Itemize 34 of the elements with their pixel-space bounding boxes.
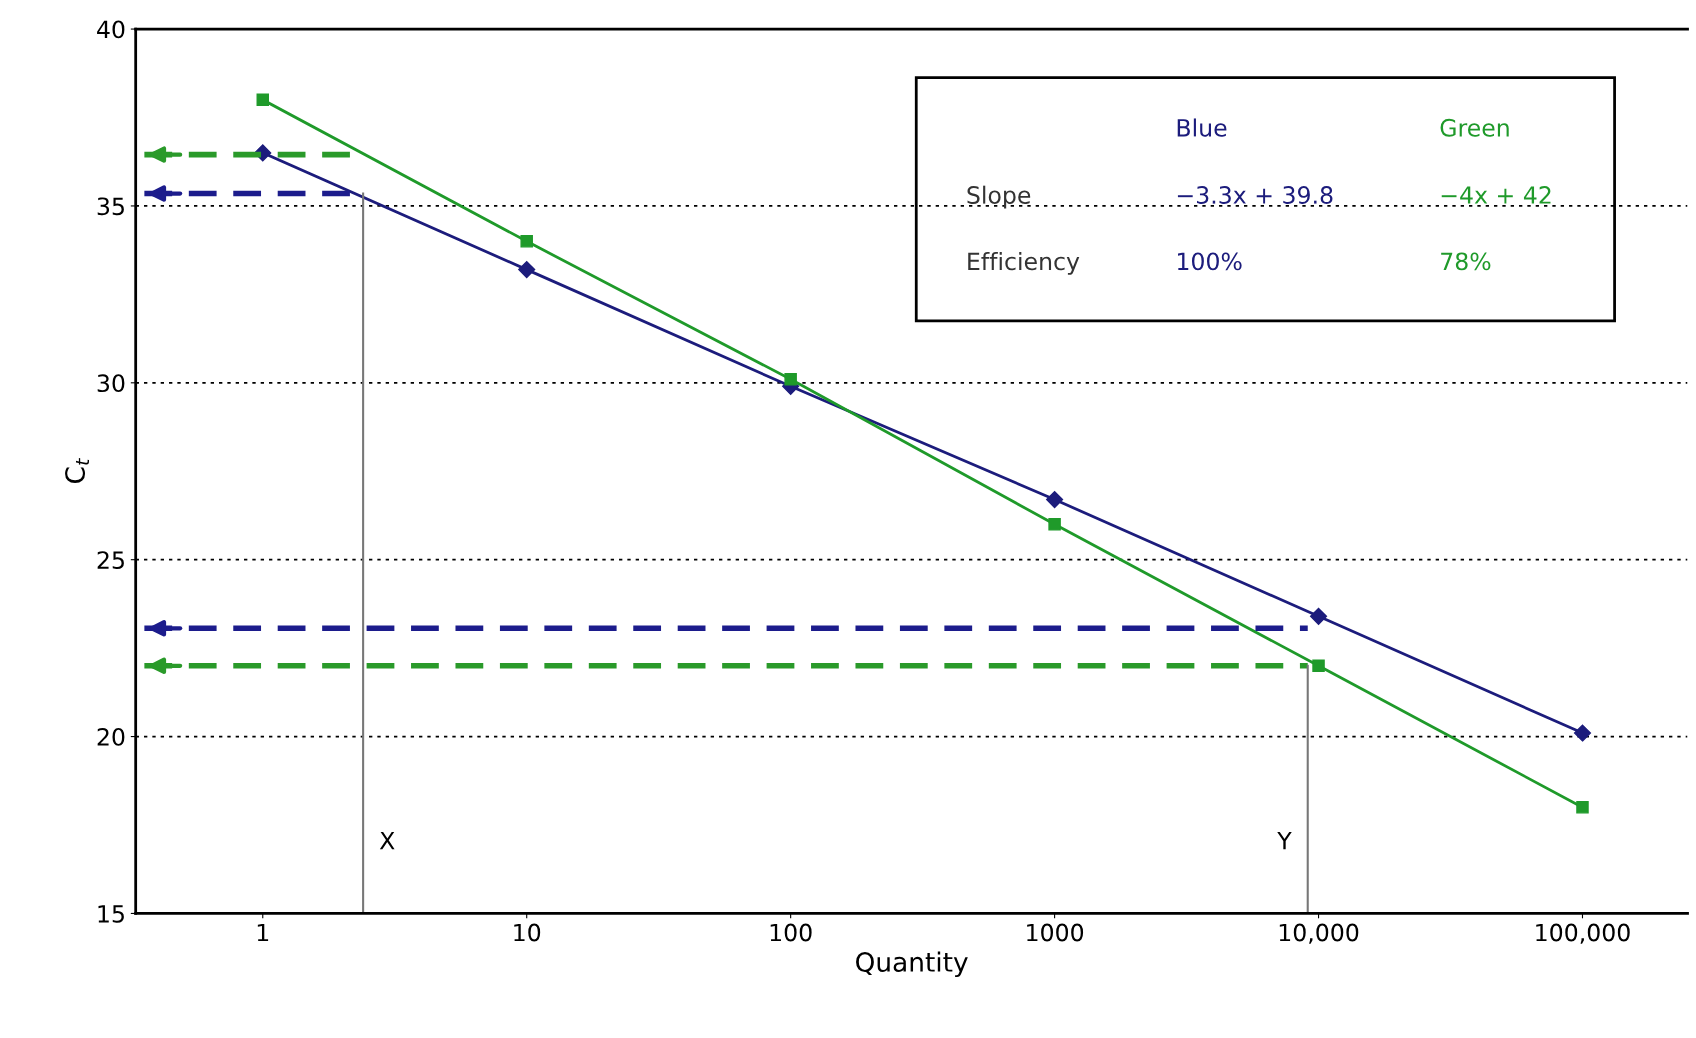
y-axis-title: C$_{t}$ [65,458,89,484]
annotation: Slope [967,185,1031,209]
x-tick-label: 100,000 [1536,923,1630,944]
point [784,373,797,386]
y-tick-label: 15 [98,905,124,923]
x-tick-label: 1 [257,923,269,942]
annotation: Green [1440,118,1509,137]
annotation: Y [1277,831,1292,850]
annotation: −3.3x + 39.8 [1177,186,1333,204]
point [1576,801,1589,814]
point [1046,490,1064,509]
point [520,235,533,248]
annotation: Blue [1177,118,1227,137]
x-tick-label: 10,000 [1279,923,1359,944]
annotation: X [379,831,395,850]
y-tick-label: 40 [97,20,125,39]
point [256,93,270,107]
annotation: 100% [1178,252,1242,271]
x-axis-title: Quantity [856,951,968,978]
x-tick-label: 10 [514,923,541,942]
y-tick-label: 25 [97,551,124,569]
y-tick-label: 20 [97,728,125,746]
annotation: −4x + 42 [1441,186,1551,204]
point [1309,607,1328,625]
annotation: 78% [1441,252,1491,271]
point [1312,659,1325,673]
x-tick-label: 1000 [1027,923,1084,942]
point [518,261,536,279]
y-tick-label: 30 [97,374,125,393]
point [1048,518,1061,531]
y-tick-label: 35 [97,197,124,216]
x-tick-label: 100 [770,923,812,942]
point [1573,724,1592,742]
annotation: Efficiency [968,252,1080,275]
